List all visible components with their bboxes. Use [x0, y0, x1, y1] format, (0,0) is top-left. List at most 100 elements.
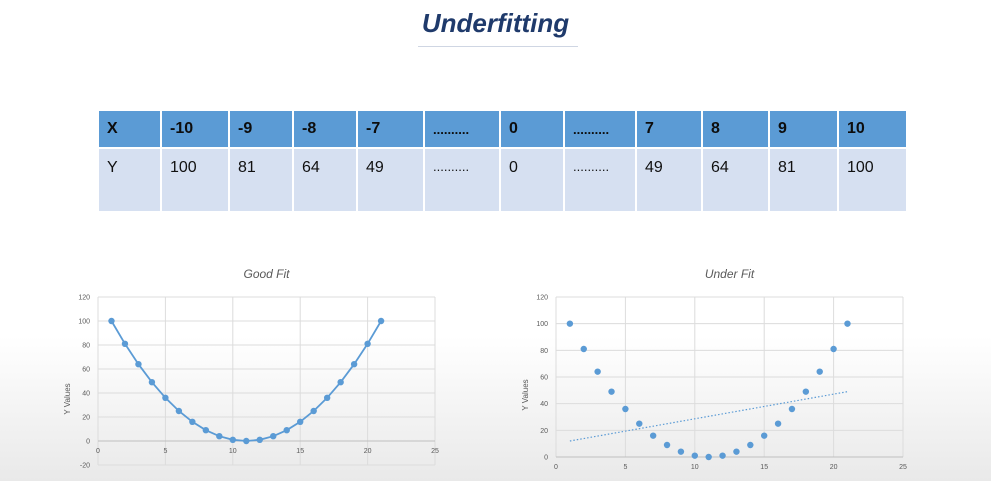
table-cell: -7: [356, 109, 425, 149]
data-point: [608, 388, 615, 395]
data-point: [135, 361, 142, 368]
y-tick-label: 40: [82, 391, 90, 398]
y-tick-label: 20: [82, 415, 90, 422]
good-fit-chart: Good Fit -20 0 20 40 60 80 100 120 0 5 10 15 20 25 Y Va…: [63, 267, 439, 470]
table-cell: 49: [356, 147, 425, 213]
table-cell: 49: [635, 147, 703, 213]
data-point: [216, 433, 223, 440]
slide-title: Underfitting: [421, 8, 570, 38]
y-tick-label: 20: [540, 428, 548, 435]
table-cell: 100: [160, 147, 230, 213]
data-point: [337, 379, 344, 386]
data-point: [594, 368, 601, 375]
data-point: [649, 432, 657, 439]
data-point: [844, 320, 851, 327]
data-point: [229, 436, 236, 443]
data-point: [788, 405, 796, 413]
data-point: [121, 340, 129, 347]
data-point: [243, 437, 250, 445]
table-cell: Y: [97, 147, 162, 213]
table-cell: 9: [768, 109, 839, 149]
table-cell: -8: [292, 109, 358, 149]
data-point: [283, 427, 290, 434]
table-cell: -10: [160, 109, 230, 149]
data-point: [162, 394, 169, 401]
table-cell: 7: [635, 109, 703, 149]
data-point: [202, 427, 210, 434]
data-point: [377, 317, 385, 325]
y-tick-label: 100: [78, 319, 90, 326]
data-point: [691, 452, 698, 459]
chart-title: Under Fit: [705, 267, 755, 281]
data-point: [802, 388, 810, 395]
data-point: [747, 441, 754, 449]
y-tick-label: 80: [82, 343, 90, 350]
data-point: [622, 405, 629, 413]
data-point: [719, 452, 726, 459]
chart-title: Good Fit: [243, 267, 290, 281]
data-point: [364, 340, 371, 347]
x-tick-label: 25: [431, 448, 439, 455]
x-tick-label: 20: [364, 448, 372, 455]
y-tick-label: -20: [80, 463, 90, 470]
data-point: [297, 418, 304, 425]
y-tick-label: 120: [78, 295, 90, 302]
data-point: [566, 320, 574, 327]
title-underline: [418, 46, 578, 47]
table-cell: 0: [499, 147, 565, 213]
data-point: [350, 361, 358, 368]
x-tick-label: 15: [760, 464, 768, 471]
data-point: [148, 379, 156, 386]
table-cell: 64: [292, 147, 358, 213]
table-cell: ..........: [563, 147, 637, 213]
x-tick-label: 0: [96, 448, 100, 455]
x-tick-label: 15: [296, 448, 304, 455]
table-cell: ..........: [423, 109, 501, 149]
trendline: [569, 391, 848, 442]
data-point: [108, 317, 115, 325]
data-point: [189, 418, 196, 425]
y-tick-label: 120: [536, 295, 548, 302]
table-cell: 100: [837, 147, 908, 213]
y-tick-label: 60: [540, 375, 548, 382]
y-tick-label: 0: [86, 439, 90, 446]
data-point: [830, 345, 837, 353]
y-tick-label: 100: [536, 321, 548, 328]
data-point: [270, 433, 277, 440]
data-point: [310, 407, 317, 415]
y-tick-label: 0: [544, 455, 548, 462]
y-axis-title: Y Values: [521, 379, 530, 410]
xy-data-table: X -10 -9 -8 -7 .......... 0 .......... 7…: [97, 109, 908, 213]
x-tick-label: 10: [691, 464, 699, 471]
x-tick-label: 20: [830, 464, 838, 471]
data-point: [175, 407, 183, 415]
x-tick-label: 0: [554, 464, 558, 471]
data-point: [677, 448, 685, 455]
table-cell: 8: [701, 109, 770, 149]
table-cell: ..........: [423, 147, 501, 213]
table-cell: 0: [499, 109, 565, 149]
data-point: [663, 441, 671, 449]
table-cell: X: [97, 109, 162, 149]
x-tick-label: 5: [163, 448, 167, 455]
table-cell: 81: [228, 147, 294, 213]
y-tick-label: 80: [540, 348, 548, 355]
table-header-row: X -10 -9 -8 -7 .......... 0 .......... 7…: [97, 109, 908, 149]
table-cell: 81: [768, 147, 839, 213]
data-point: [733, 448, 740, 455]
data-point: [256, 436, 263, 443]
data-point: [705, 453, 712, 461]
table-cell: 10: [837, 109, 908, 149]
data-point: [816, 368, 823, 375]
y-tick-label: 40: [540, 401, 548, 408]
table-data-row: Y 100 81 64 49 .......... 0 .......... 4…: [97, 147, 908, 213]
table-cell: ..........: [563, 109, 637, 149]
data-point: [580, 345, 587, 353]
under-fit-chart: Under Fit 0 20 40 60 80 100 120 0 5 10 15 20 25 Y Valu…: [521, 267, 907, 471]
x-tick-label: 10: [229, 448, 237, 455]
y-tick-label: 60: [82, 367, 90, 374]
table-cell: -9: [228, 109, 294, 149]
x-tick-label: 5: [623, 464, 627, 471]
x-tick-label: 25: [899, 464, 907, 471]
data-point: [636, 420, 643, 427]
